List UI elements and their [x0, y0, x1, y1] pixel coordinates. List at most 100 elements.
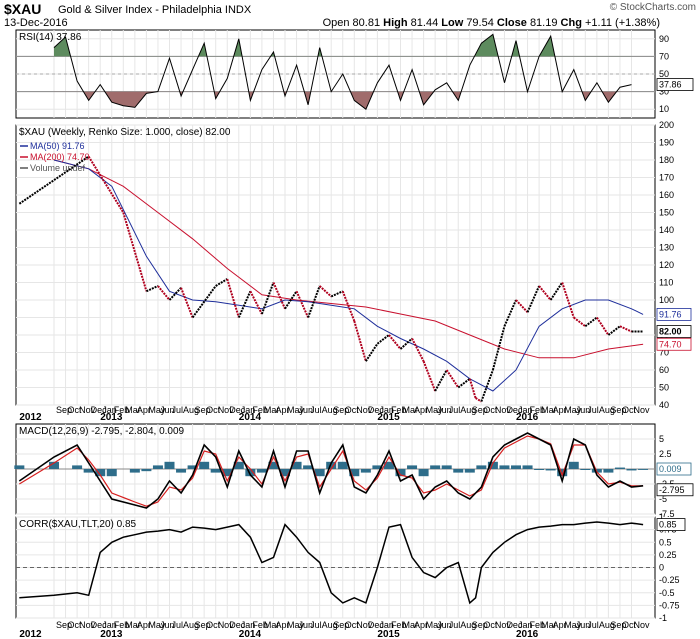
y-tick-label-rsi: 70 — [659, 51, 669, 61]
low-label: Low — [441, 17, 464, 29]
ma50-last-label-box — [656, 308, 692, 321]
x-tick-label-bottom: Feb — [114, 620, 130, 630]
renko-segment — [445, 369, 460, 389]
renko-segment — [122, 212, 148, 292]
macd-histogram-bar — [187, 465, 198, 469]
macd-histogram-bar — [106, 469, 117, 477]
macd-histogram-bar — [476, 465, 487, 469]
renko-segment — [457, 377, 471, 389]
macd-histogram-bar — [210, 469, 221, 473]
macd-histogram-bar — [372, 465, 383, 469]
macd-hist-last-box — [656, 462, 692, 476]
panel-title-macd: MACD(12,26,9) -2.795, -2.804, 0.009 — [19, 426, 185, 437]
macd-histogram-bar — [418, 469, 429, 477]
renko-segment — [272, 282, 286, 310]
chg-label: Chg — [560, 17, 582, 29]
x-tick-label-bottom: Jul — [587, 620, 599, 630]
x-tick-label-bottom: Nov — [218, 620, 235, 630]
high-label: High — [383, 17, 408, 29]
x-tick-label: Feb — [114, 405, 130, 415]
x-tick-label-bottom: Aug — [460, 620, 476, 630]
x-tick-label-bottom: Jan — [102, 620, 117, 630]
macd-histogram-bar — [522, 465, 533, 469]
x-tick-label-bottom: Jul — [172, 620, 184, 630]
renko-segment — [157, 285, 171, 301]
rsi-line — [53, 33, 632, 110]
x-tick-label-bottom: Dec — [229, 620, 246, 630]
chart-date: 13-Dec-2016 — [4, 17, 68, 29]
x-tick-label-bottom: Mar — [541, 620, 557, 630]
macd-histogram-bar — [314, 469, 325, 477]
macd-histogram-bar — [349, 469, 360, 477]
x-year-label: 2016 — [516, 412, 539, 423]
x-tick-label: Feb — [391, 405, 407, 415]
y-tick-label-price: 140 — [659, 225, 674, 235]
renko-segment — [480, 369, 494, 402]
renko-segment — [561, 282, 575, 318]
macd-histogram-bar — [291, 461, 302, 469]
x-tick-label: Aug — [460, 405, 476, 415]
panel-title-rsi: RSI(14) 37.86 — [19, 32, 82, 43]
macd-histogram-bar — [95, 469, 106, 477]
y-tick-label-price: 100 — [659, 295, 674, 305]
x-tick-label: Jan — [518, 405, 533, 415]
y-tick-label-price: 150 — [659, 208, 674, 218]
macd-histogram-bar — [534, 469, 545, 470]
macd-histogram-bar — [638, 468, 649, 470]
y-tick-label-rsi: 30 — [659, 87, 669, 97]
y-tick-label-price: 70 — [659, 348, 669, 358]
x-tick-label: Jul — [449, 405, 461, 415]
macd-histogram-bar — [303, 465, 314, 469]
renko-segment — [307, 285, 321, 318]
macd-histogram-bar — [83, 469, 94, 473]
x-tick-label: Aug — [183, 405, 199, 415]
renko-segment — [353, 320, 367, 362]
x-tick-label-bottom: Sep — [610, 620, 626, 630]
macd-histogram-bar — [164, 461, 175, 469]
renko-segment — [365, 343, 379, 362]
x-tick-label-bottom: Apr — [553, 620, 567, 630]
x-tick-label: Nov — [79, 405, 96, 415]
renko-segment — [538, 285, 552, 301]
renko-segment — [475, 397, 482, 403]
x-tick-label-bottom: Jun — [160, 620, 175, 630]
x-tick-label: May — [148, 405, 166, 415]
macd-histogram-bar — [545, 469, 556, 471]
x-tick-label-bottom: May — [287, 620, 305, 630]
renko-segment — [411, 338, 425, 362]
x-tick-label-bottom: Aug — [183, 620, 199, 630]
x-tick-label-bottom: Mar — [264, 620, 280, 630]
x-tick-label: Feb — [530, 405, 546, 415]
y-tick-label-corr: 0 — [659, 563, 664, 573]
x-tick-label-bottom: Nov — [79, 620, 96, 630]
renko-segment — [399, 337, 413, 350]
macd-histogram-bar — [614, 467, 625, 469]
x-tick-label: Mar — [264, 405, 280, 415]
x-tick-label-bottom: Dec — [506, 620, 523, 630]
y-tick-label-corr: -0.75 — [659, 600, 680, 610]
x-tick-label-bottom: Jun — [437, 620, 452, 630]
macd-last-label: -2.795 — [659, 485, 685, 495]
x-tick-label-bottom: Nov — [634, 620, 651, 630]
y-tick-label-price: 130 — [659, 243, 674, 253]
x-tick-label-bottom: Sep — [56, 620, 72, 630]
rsi-last-box — [656, 78, 694, 91]
close-label: Close — [496, 17, 527, 29]
open-value: 80.81 — [352, 17, 381, 29]
renko-segment — [145, 285, 159, 293]
macd-histogram-bar — [464, 469, 475, 473]
y-tick-label-rsi: 50 — [659, 69, 669, 79]
renko-segment — [376, 334, 390, 345]
renko-segment — [180, 287, 194, 318]
x-tick-label: Jan — [102, 405, 117, 415]
renko-segment — [318, 285, 332, 298]
x-tick-label-bottom: Nov — [356, 620, 373, 630]
renko-segment — [260, 282, 275, 315]
x-tick-label: Apr — [137, 405, 151, 415]
x-tick-label: Apr — [553, 405, 567, 415]
x-year-label-bottom: 2013 — [100, 629, 123, 639]
x-tick-label-bottom: Oct — [68, 620, 83, 630]
macd-histogram-bar — [152, 465, 163, 469]
open-label: Open — [322, 17, 350, 29]
